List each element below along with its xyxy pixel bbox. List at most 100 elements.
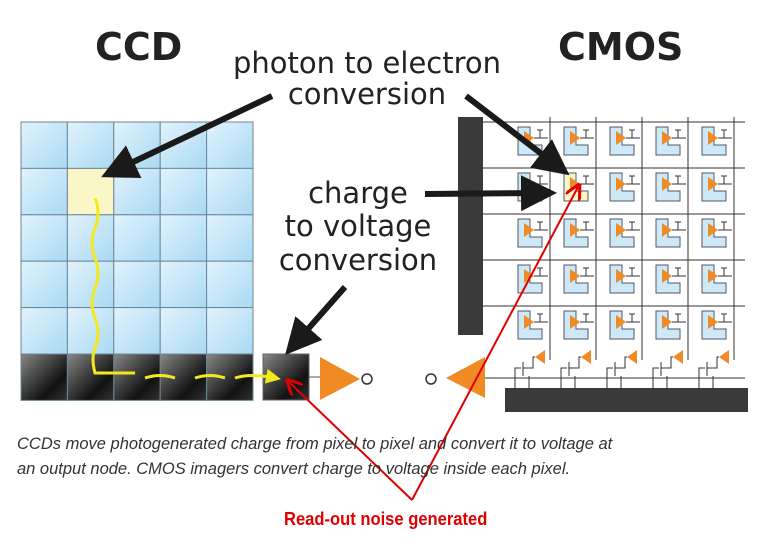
ccd-pixel xyxy=(206,167,254,216)
arrow-ccd-charge xyxy=(285,285,348,356)
noise-annotation: Read-out noise generated xyxy=(284,509,488,529)
pixel-transistor-icon xyxy=(672,129,686,139)
ccd-pixel xyxy=(206,260,254,309)
column-transistor-icon xyxy=(652,356,673,388)
pixel-amplifier-icon xyxy=(524,315,534,329)
cmos-amplifier-icon xyxy=(446,357,485,398)
cmos-pixel xyxy=(609,126,635,156)
label-charge-line1: charge xyxy=(308,176,408,210)
column-amplifier-icon xyxy=(535,350,545,364)
pixel-amplifier-icon xyxy=(616,223,626,237)
ccd-pixel xyxy=(20,260,68,309)
caption-line1: CCDs move photogenerated charge from pix… xyxy=(17,435,613,453)
pixel-transistor-icon xyxy=(626,175,640,185)
pixel-transistor-icon xyxy=(534,175,548,185)
cmos-title: CMOS xyxy=(558,25,683,69)
cmos-output-terminal xyxy=(425,373,437,385)
ccd-output-terminal xyxy=(361,373,373,385)
ccd-pixel xyxy=(20,214,68,262)
pixel-amplifier-icon xyxy=(708,177,718,191)
label-photon-line2: conversion xyxy=(288,77,446,111)
cmos-pixel xyxy=(563,310,589,340)
cmos-pixel xyxy=(655,126,681,156)
ccd-register-cell xyxy=(66,353,115,401)
ccd-title: CCD xyxy=(95,25,182,69)
column-transistor-icon xyxy=(560,356,581,388)
pixel-amplifier-icon xyxy=(708,223,718,237)
pixel-amplifier-icon xyxy=(616,177,626,191)
label-charge-line3: conversion xyxy=(279,243,437,277)
column-amplifier-icon xyxy=(673,350,683,364)
pixel-amplifier-icon xyxy=(662,177,672,191)
cmos-pixel xyxy=(701,126,727,156)
label-charge-line2: to voltage xyxy=(285,209,432,243)
ccd-pixel xyxy=(206,214,254,262)
cmos-pixel xyxy=(563,264,589,294)
cmos-pixel xyxy=(655,172,681,202)
pixel-transistor-icon xyxy=(534,129,548,139)
ccd-pixel xyxy=(66,121,115,169)
pixel-amplifier-icon xyxy=(616,269,626,283)
noise-arrow-cmos xyxy=(411,187,578,501)
ccd-pixel xyxy=(159,214,208,262)
ccd-pixel xyxy=(66,167,115,216)
cmos-pixel xyxy=(609,218,635,248)
column-transistor-icon xyxy=(698,356,719,388)
pixel-transistor-icon xyxy=(626,129,640,139)
pixel-transistor-icon xyxy=(534,313,548,323)
pixel-transistor-icon xyxy=(672,313,686,323)
cmos-pixel xyxy=(517,172,543,202)
pixel-transistor-icon xyxy=(626,267,640,277)
pixel-amplifier-icon xyxy=(662,131,672,145)
pixel-amplifier-icon xyxy=(570,131,580,145)
pixel-transistor-icon xyxy=(580,221,594,231)
column-transistor-icon xyxy=(606,356,627,388)
arrow-cmos-charge xyxy=(424,175,557,212)
pixel-amplifier-icon xyxy=(570,223,580,237)
cmos-pixel xyxy=(517,218,543,248)
pixel-amplifier-icon xyxy=(708,131,718,145)
ccd-pixel-array xyxy=(20,121,254,401)
arrow-ccd-photon xyxy=(101,93,274,178)
pixel-amplifier-icon xyxy=(662,223,672,237)
pixel-transistor-icon xyxy=(626,313,640,323)
ccd-pixel xyxy=(20,167,68,216)
pointer-arrows xyxy=(101,93,570,356)
cmos-pixel xyxy=(517,310,543,340)
pixel-amplifier-icon xyxy=(662,315,672,329)
ccd-pixel xyxy=(66,260,115,309)
pixel-amplifier-icon xyxy=(616,315,626,329)
pixel-amplifier-icon xyxy=(524,269,534,283)
arrow-cmos-photon xyxy=(464,93,570,176)
caption: CCDs move photogenerated charge from pix… xyxy=(17,432,767,482)
label-photon-line1: photon to electron xyxy=(233,46,501,80)
ccd-pixel xyxy=(113,307,161,355)
pixel-transistor-icon xyxy=(718,175,732,185)
ccd-amplifier-icon xyxy=(320,357,360,400)
cmos-pixel xyxy=(563,126,589,156)
cmos-pixel xyxy=(655,218,681,248)
cmos-pixel xyxy=(609,264,635,294)
ccd-pixel xyxy=(113,214,161,262)
column-amplifier-icon xyxy=(719,350,729,364)
column-amplifier-icon xyxy=(581,350,591,364)
ccd-pixel xyxy=(20,307,68,355)
pixel-amplifier-icon xyxy=(662,269,672,283)
pixel-transistor-icon xyxy=(672,267,686,277)
pixel-transistor-icon xyxy=(580,267,594,277)
cmos-pixel xyxy=(655,310,681,340)
ccd-pixel xyxy=(159,307,208,355)
pixel-transistor-icon xyxy=(626,221,640,231)
pixel-transistor-icon xyxy=(718,129,732,139)
caption-line2: an output node. CMOS imagers convert cha… xyxy=(17,460,571,478)
ccd-pixel xyxy=(206,307,254,355)
ccd-pixel xyxy=(159,260,208,309)
pixel-amplifier-icon xyxy=(708,269,718,283)
cmos-column-bus-bar xyxy=(505,388,748,412)
pixel-amplifier-icon xyxy=(570,315,580,329)
pixel-transistor-icon xyxy=(718,221,732,231)
pixel-amplifier-icon xyxy=(708,315,718,329)
pixel-amplifier-icon xyxy=(570,269,580,283)
ccd-pixel xyxy=(66,214,115,262)
